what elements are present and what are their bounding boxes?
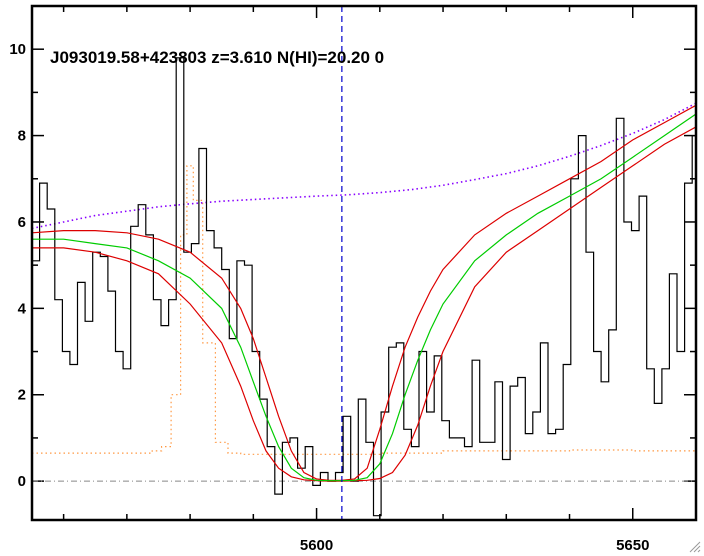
x-axis-ticks: 5600 5650 — [62, 6, 697, 554]
flux-spectrum — [32, 57, 696, 517]
y-tick-label: 10 — [9, 41, 26, 58]
y-tick-label: 2 — [18, 387, 26, 404]
x-tick-label: 5600 — [300, 537, 333, 554]
continuum-line — [32, 102, 696, 230]
y-tick-label: 4 — [18, 300, 27, 317]
chart-title: J093019.58+423803 z=3.610 N(HI)=20.20 0 — [50, 48, 384, 67]
y-tick-label: 8 — [18, 128, 26, 145]
x-tick-label: 5650 — [616, 537, 649, 554]
y-tick-label: 6 — [18, 214, 26, 231]
series-layer — [32, 6, 696, 520]
error-spectrum — [32, 165, 696, 455]
y-axis-ticks: 0 2 4 6 8 10 — [9, 5, 696, 490]
y-tick-label: 0 — [18, 473, 26, 490]
plot-frame — [30, 4, 698, 522]
resize-grip-icon — [689, 541, 701, 553]
model-upper-bound — [32, 104, 696, 481]
model-lower-bound — [32, 126, 696, 482]
voigt-model — [32, 113, 696, 482]
